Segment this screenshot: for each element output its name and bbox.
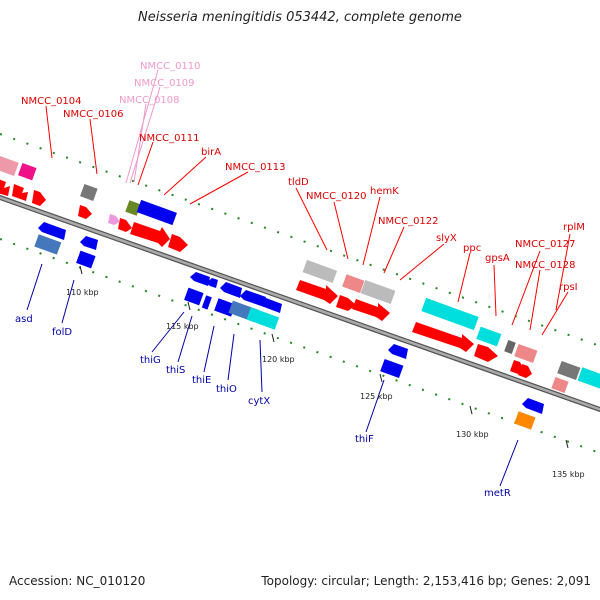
- gene-label: slyX: [436, 233, 457, 244]
- gene-label: gpsA: [485, 253, 510, 264]
- leader-lines-pink: [125, 69, 161, 184]
- gene-box: [421, 297, 479, 331]
- gene-label: birA: [201, 147, 221, 158]
- gene-box: [504, 339, 516, 355]
- gene-arrow: [108, 214, 120, 225]
- gene-label: folD: [52, 327, 72, 338]
- gene-arrow: [260, 298, 282, 313]
- tick-label: 135 kbp: [552, 470, 585, 479]
- gene-arrow: [190, 272, 210, 286]
- gene-arrow: [474, 344, 498, 362]
- gene-label: thiE: [192, 375, 211, 386]
- gene-box: [201, 295, 212, 310]
- gene-box: [551, 376, 569, 394]
- gene-box: [342, 274, 365, 293]
- gene-arrow: [118, 218, 132, 232]
- gene-arrow: [522, 398, 544, 414]
- gene-label: NMCC_0109: [134, 78, 195, 89]
- gene-box: [76, 250, 96, 269]
- gene-box: [0, 155, 19, 176]
- gene-label: NMCC_0110: [140, 61, 201, 72]
- gene-arrow: [352, 299, 390, 321]
- gene-arrow: [296, 280, 338, 304]
- gene-labels-bottom: asd folD thiG thiS thiE thiO cytX thiF m…: [15, 314, 511, 499]
- gene-box: [18, 162, 37, 181]
- genes-outer: [0, 155, 600, 391]
- gene-arrow: [240, 290, 266, 307]
- gene-label: NMCC_0122: [378, 216, 439, 227]
- gene-box: [476, 326, 502, 347]
- gene-label: NMCC_0111: [139, 133, 200, 144]
- genome-backbone: [0, 194, 600, 413]
- gene-arrow: [80, 236, 98, 250]
- gene-box: [136, 199, 177, 226]
- gene-box: [246, 307, 280, 330]
- gene-markers: [108, 199, 569, 394]
- accession-text: Accession: NC_010120: [9, 574, 146, 588]
- genome-stats-text: Topology: circular; Length: 2,153,416 bp…: [261, 574, 591, 588]
- gene-label: tldD: [288, 177, 309, 188]
- tick-label: 130 kbp: [456, 430, 489, 439]
- gene-label: NMCC_0127: [515, 239, 576, 250]
- genes-inner: [34, 222, 544, 430]
- gene-arrow: [220, 282, 242, 298]
- gene-label: thiF: [355, 434, 374, 445]
- tick-label: 115 kbp: [166, 322, 199, 331]
- gene-label: asd: [15, 314, 33, 325]
- gene-label: rplM: [563, 222, 585, 233]
- page-title: Neisseria meningitidis 053442, complete …: [138, 10, 462, 25]
- gene-box: [514, 343, 538, 363]
- gene-box: [514, 411, 536, 430]
- scale-ticks: 110 kbp 115 kbp 120 kbp 125 kbp 130 kbp …: [66, 265, 585, 479]
- gene-arrow: [130, 222, 170, 247]
- gene-label: NMCC_0108: [119, 95, 180, 106]
- gene-label: cytX: [248, 396, 270, 407]
- gene-label: thiO: [216, 384, 237, 395]
- gene-arrow: [336, 295, 356, 311]
- gene-label: thiS: [166, 365, 185, 376]
- gene-label: metR: [484, 488, 511, 499]
- gene-label: hemK: [370, 186, 399, 197]
- gene-label: NMCC_0113: [225, 162, 286, 173]
- gene-label: NMCC_0106: [63, 109, 124, 120]
- gene-box: [380, 358, 404, 378]
- gene-box: [577, 367, 600, 391]
- gene-box: [557, 360, 581, 380]
- gene-arrow: [168, 234, 188, 252]
- gene-arrow: [12, 184, 28, 201]
- gene-label: ppc: [463, 243, 481, 254]
- gene-arrow: [518, 364, 532, 378]
- gene-label: NMCC_0120: [306, 191, 367, 202]
- gene-arrow: [38, 222, 66, 240]
- gene-box: [360, 279, 396, 305]
- gene-label: thiG: [140, 355, 161, 366]
- tick-label: 120 kbp: [262, 355, 295, 364]
- gene-label: NMCC_0104: [21, 96, 82, 107]
- leader-lines-bottom: [26, 263, 519, 487]
- gene-arrow: [412, 322, 474, 352]
- tick-label: 110 kbp: [66, 288, 99, 297]
- gene-arrow: [388, 344, 408, 359]
- gene-arrows-red: [0, 179, 532, 378]
- gene-box: [80, 183, 98, 201]
- gene-arrow: [78, 205, 92, 219]
- gene-arrow: [206, 278, 218, 288]
- gene-box: [34, 234, 62, 255]
- leader-lines-top: [45, 105, 571, 336]
- gene-labels-top: NMCC_0104 NMCC_0106 NMCC_0108 NMCC_0109 …: [21, 61, 585, 293]
- gene-arrow: [32, 190, 46, 206]
- gene-label: rpsI: [559, 282, 578, 293]
- gene-box: [184, 287, 204, 306]
- gene-label: NMCC_0128: [515, 260, 576, 271]
- tick-label: 125 kbp: [360, 392, 393, 401]
- gene-box: [302, 259, 338, 284]
- gene-arrow: [0, 179, 10, 196]
